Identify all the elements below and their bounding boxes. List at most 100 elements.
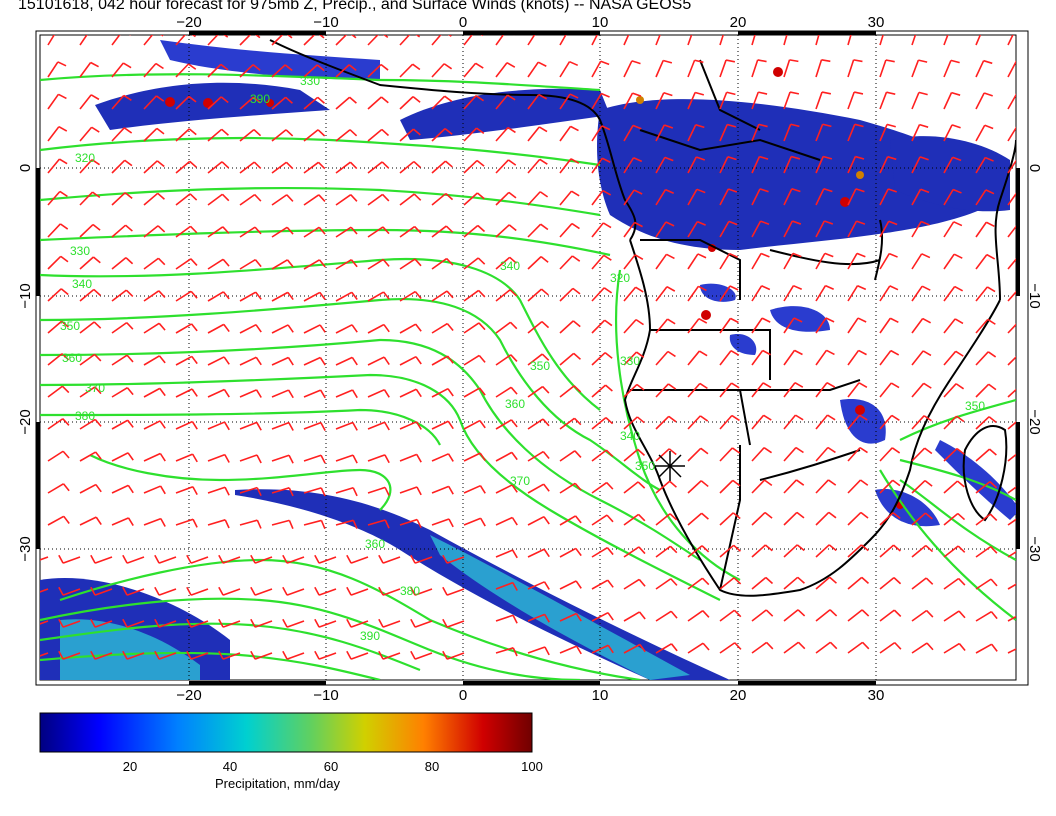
wind-barb-flag (540, 223, 549, 231)
wind-barb-flag (218, 618, 224, 628)
wind-barb-flag (988, 383, 997, 391)
wind-barb-flag (509, 321, 518, 330)
wind-barb-flag (665, 221, 675, 227)
wind-barb (79, 483, 97, 494)
wind-barb (911, 92, 920, 110)
wind-barb (143, 485, 161, 494)
wind-barb-flag (412, 96, 421, 103)
wind-barb-flag (795, 479, 805, 486)
wind-barb-flag (539, 158, 548, 165)
wind-barb-flag (351, 356, 358, 366)
wind-barb-flag (221, 161, 230, 169)
wind-barb (591, 157, 603, 174)
wind-barb (527, 353, 543, 366)
wind-barb (318, 620, 337, 628)
lon-tick-label: 20 (730, 687, 747, 704)
wind-barb (495, 191, 510, 206)
wind-barb-flag (318, 194, 326, 202)
wind-barb (559, 93, 571, 110)
wind-barb-flag (156, 127, 165, 135)
wind-barb (47, 93, 60, 110)
wind-barb (303, 129, 319, 142)
wind-barb (655, 156, 666, 174)
wind-barb (367, 63, 382, 78)
wind-barb (687, 480, 702, 494)
wind-barb (1007, 323, 1016, 334)
wind-barb-flag (795, 446, 804, 454)
wind-barb (47, 126, 60, 142)
wind-barb-flag (984, 156, 994, 162)
wind-barb (175, 420, 193, 430)
contour-label: 380 (400, 584, 420, 598)
contour-label: 330 (620, 354, 640, 368)
wind-barb (495, 289, 511, 302)
wind-barb-flag (479, 452, 486, 462)
wind-barb (399, 96, 414, 110)
wind-barb-flag (950, 28, 959, 30)
wind-barb-flag (123, 127, 133, 134)
wind-barb-flag (728, 188, 738, 193)
wind-barb (94, 556, 113, 564)
wind-barb-flag (287, 291, 294, 301)
wind-barb (47, 35, 56, 46)
wind-barb (382, 588, 401, 596)
wind-barb (222, 588, 241, 596)
wind-barb (47, 320, 63, 334)
wind-barb-flag (186, 586, 192, 596)
wind-barb-flag (218, 586, 224, 596)
wind-barb-flag (512, 582, 518, 591)
wind-barb (463, 127, 478, 142)
wind-barb-flag (410, 554, 416, 564)
wind-barb (431, 453, 449, 462)
wind-barb-flag (509, 256, 517, 264)
wind-barb (655, 286, 668, 302)
wind-barb (815, 35, 820, 46)
wind-barb-flag (447, 355, 454, 364)
wind-barb (335, 226, 352, 238)
wind-barb (687, 188, 698, 206)
wind-barb-flag (127, 419, 134, 428)
wind-barb-flag (61, 353, 70, 361)
wind-barb-flag (605, 417, 614, 425)
wind-barb-flag (662, 59, 673, 64)
wind-barb-flag (602, 189, 612, 196)
wind-barb-flag (632, 92, 642, 97)
wind-barb (879, 124, 888, 142)
wind-barb-flag (607, 612, 614, 621)
wind-barb (655, 124, 666, 142)
wind-barb (943, 318, 956, 334)
wind-barb (143, 127, 158, 142)
precip-cell (165, 97, 175, 107)
wind-barb-flag (951, 124, 961, 129)
wind-barb (239, 35, 252, 46)
wind-barb-flag (444, 95, 453, 103)
wind-barb (943, 92, 953, 110)
graticule (40, 35, 1016, 680)
wind-barb (399, 453, 418, 462)
wind-barb-flag (284, 64, 293, 72)
wind-barb (751, 220, 762, 238)
wind-barb-flag (350, 226, 358, 235)
wind-barb (1007, 421, 1016, 430)
wind-barb-flag (382, 193, 390, 202)
wind-barb (527, 548, 545, 558)
wind-barb (271, 454, 290, 462)
wind-barb (399, 225, 416, 238)
wind-barb (399, 258, 416, 270)
wind-barb-flag (250, 618, 256, 628)
wind-barb-flag (190, 258, 198, 267)
wind-barb-flag (223, 35, 229, 38)
wind-barb-flag (763, 414, 772, 421)
wind-barb (303, 35, 316, 46)
wind-barb-flag (159, 387, 166, 397)
precip-angola (729, 334, 757, 355)
wind-barb (62, 588, 81, 596)
wind-barb (879, 512, 894, 526)
wind-barb-flag (156, 160, 165, 168)
wind-barb-flag (255, 35, 261, 39)
wind-barb (335, 129, 351, 142)
wind-barb-flag (1017, 126, 1025, 130)
wind-barb-flag (282, 618, 288, 628)
wind-barb-flag (951, 91, 961, 96)
wind-barb-flag (697, 220, 706, 226)
